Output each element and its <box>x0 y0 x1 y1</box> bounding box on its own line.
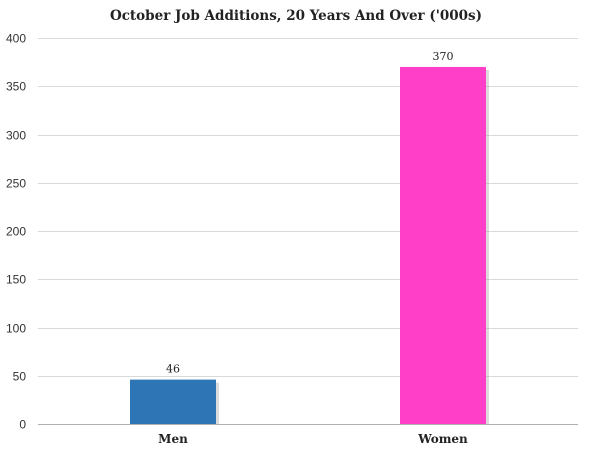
chart-title: October Job Additions, 20 Years And Over… <box>110 8 482 24</box>
y-tick-label: 150 <box>6 273 26 287</box>
y-tick-label: 250 <box>6 177 26 191</box>
data-label: 46 <box>166 363 180 376</box>
bar-men <box>130 379 216 424</box>
data-label: 370 <box>433 50 454 63</box>
x-category-label: Men <box>158 432 188 446</box>
y-tick-label: 100 <box>6 322 26 336</box>
bar-women <box>400 66 486 424</box>
y-tick-label: 300 <box>6 129 26 143</box>
x-category-label: Women <box>417 432 468 446</box>
y-axis-ticks: 0 50 100 150 200 250 300 350 400 <box>6 32 26 432</box>
x-axis-categories: Men Women <box>158 432 468 446</box>
gridlines <box>38 38 578 425</box>
y-tick-label: 0 <box>19 418 26 432</box>
data-labels: 46 370 <box>166 50 454 376</box>
y-tick-label: 200 <box>6 225 26 239</box>
y-tick-label: 50 <box>13 370 27 384</box>
y-tick-label: 350 <box>6 80 26 94</box>
bars <box>130 66 489 424</box>
y-tick-label: 400 <box>6 32 26 46</box>
